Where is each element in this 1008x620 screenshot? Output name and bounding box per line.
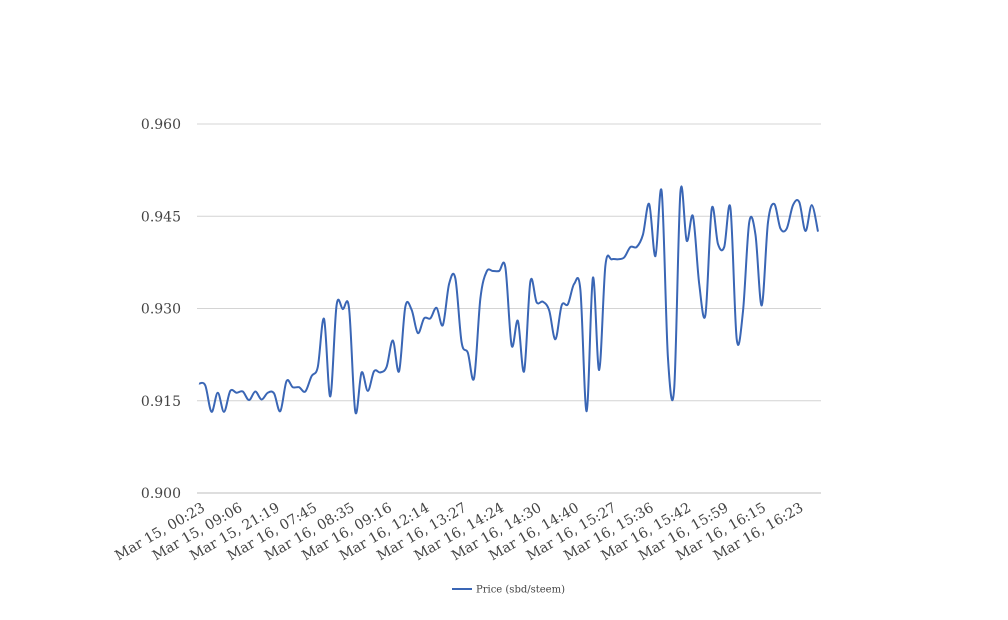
y-tick-label: 0.960 bbox=[141, 117, 181, 133]
legend: Price (sbd/steem) bbox=[452, 585, 565, 596]
y-tick-label: 0.930 bbox=[141, 302, 181, 318]
y-tick-label: 0.915 bbox=[141, 394, 181, 410]
y-tick-label: 0.900 bbox=[141, 486, 181, 502]
y-tick-label: 0.945 bbox=[141, 209, 181, 225]
series-line-0 bbox=[198, 185, 819, 415]
series-lines bbox=[198, 185, 819, 415]
y-axis-tick-labels: 0.900 0.915 0.930 0.945 0.960 bbox=[141, 117, 181, 502]
legend-label: Price (sbd/steem) bbox=[476, 585, 565, 596]
